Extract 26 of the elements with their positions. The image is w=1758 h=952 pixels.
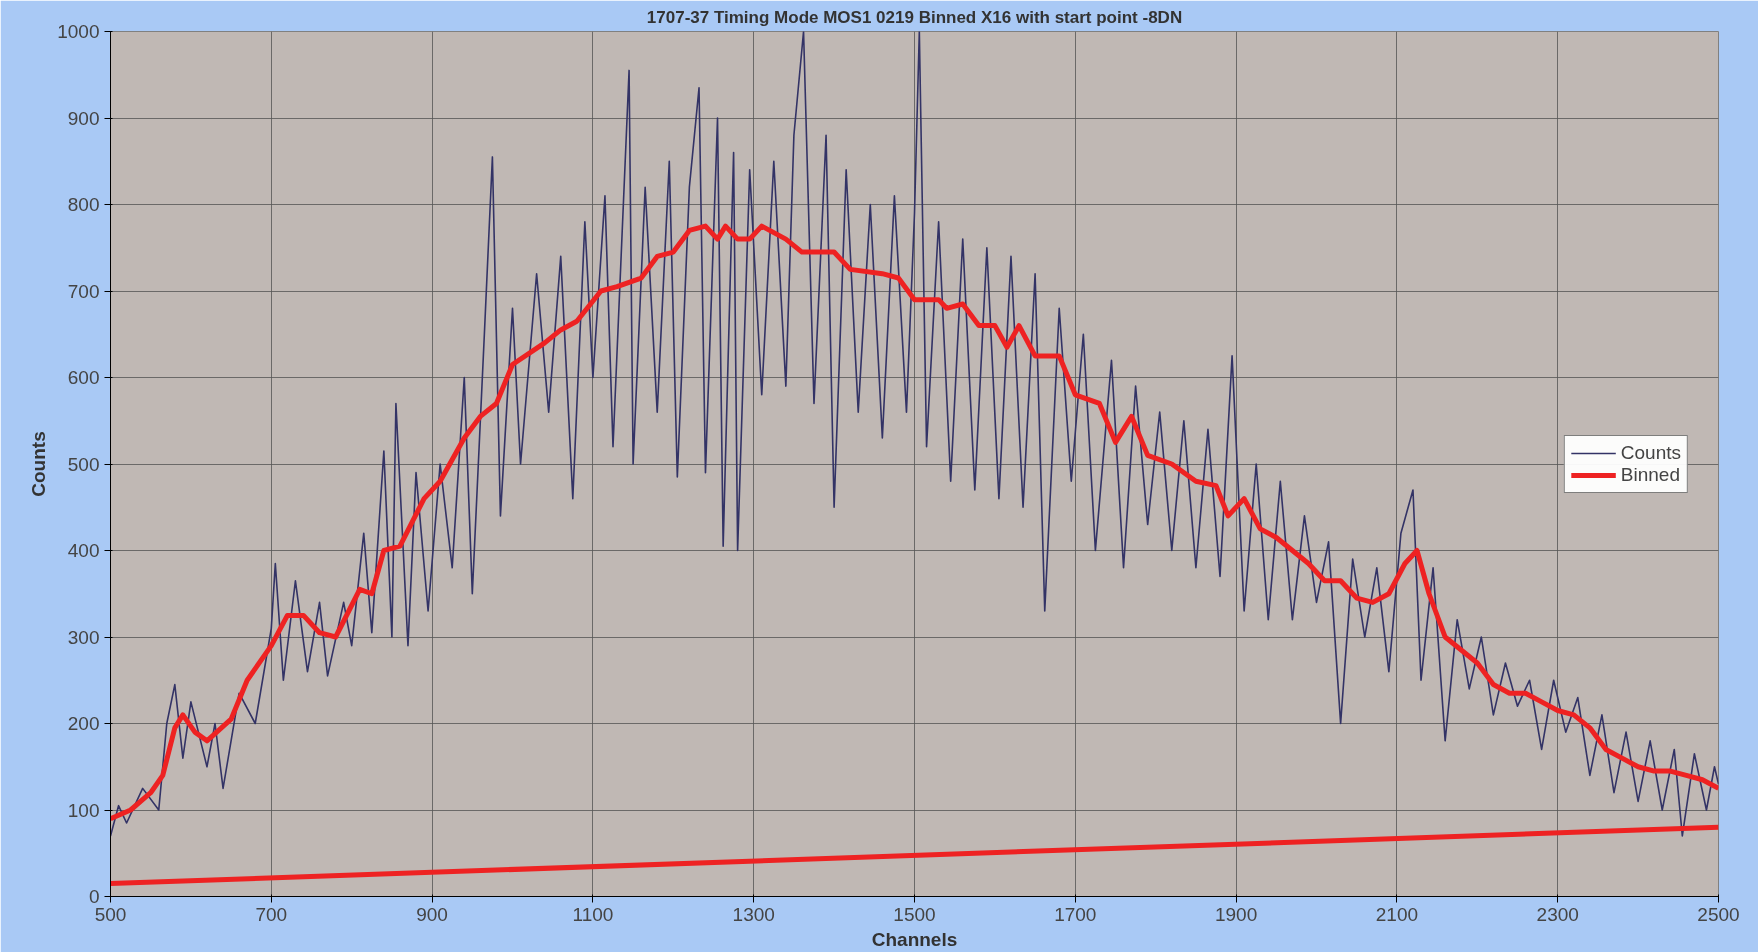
legend-label: Counts bbox=[1620, 441, 1681, 464]
x-tick-label: 1700 bbox=[1054, 903, 1097, 925]
x-tick-label: 1500 bbox=[893, 903, 936, 925]
y-tick-label: 100 bbox=[67, 799, 100, 821]
legend-label: Binned bbox=[1620, 463, 1680, 486]
chart-title: 1707-37 Timing Mode MOS1 0219 Binned X16 with start point -8DN bbox=[646, 7, 1183, 27]
y-tick-label: 500 bbox=[67, 453, 100, 475]
y-tick-label: 1000 bbox=[57, 21, 100, 42]
x-tick-label: 1100 bbox=[572, 903, 614, 925]
y-axis-title: Counts bbox=[28, 431, 50, 497]
x-tick-label: 900 bbox=[416, 903, 448, 925]
y-tick-label: 200 bbox=[67, 713, 100, 734]
x-tick-label: 2100 bbox=[1375, 903, 1419, 925]
y-tick-label: 900 bbox=[67, 107, 100, 129]
x-axis-title: Channels bbox=[871, 928, 958, 950]
y-tick-label: 600 bbox=[67, 367, 100, 388]
line-series bbox=[110, 31, 1719, 837]
x-tick-label: 1300 bbox=[732, 903, 775, 925]
y-tick-label: 300 bbox=[67, 626, 100, 648]
y-tick-label: 700 bbox=[67, 280, 100, 302]
x-tick-label: 700 bbox=[255, 903, 288, 925]
y-tick-label: 400 bbox=[67, 540, 100, 561]
y-tick-label: 800 bbox=[67, 194, 100, 215]
x-tick-label: 1900 bbox=[1214, 903, 1258, 925]
x-tick-label: 2500 bbox=[1697, 903, 1740, 925]
x-tick-label: 2300 bbox=[1536, 903, 1579, 925]
